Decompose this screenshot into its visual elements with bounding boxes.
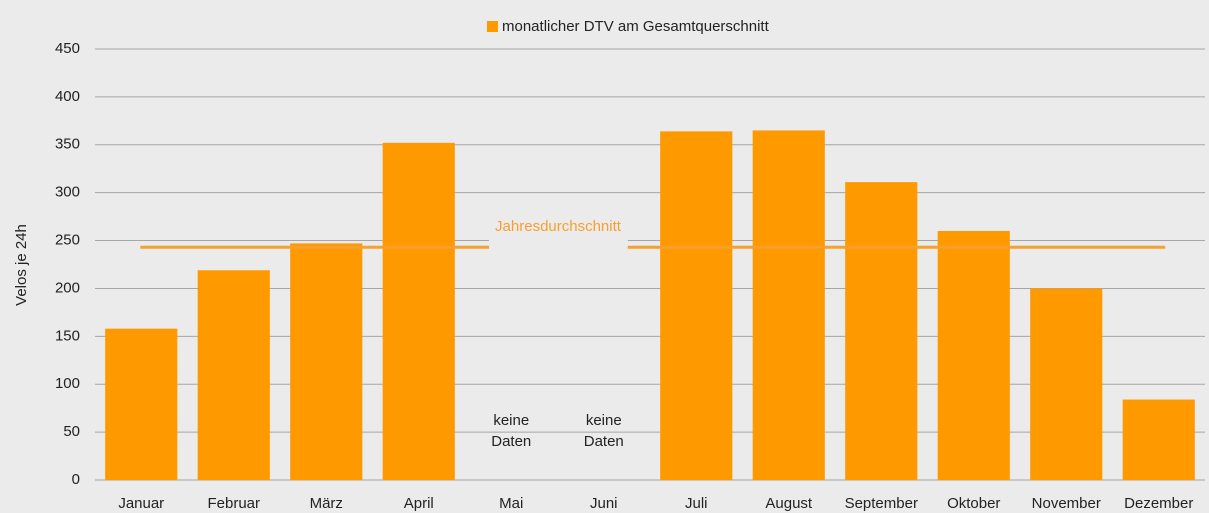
x-tick-label: Juli xyxy=(685,495,708,512)
bar xyxy=(937,230,1010,480)
annotation: Daten xyxy=(584,433,624,450)
y-axis-label: Velos je 24h xyxy=(13,224,30,306)
x-tick-label: März xyxy=(310,495,343,512)
legend-label: monatlicher DTV am Gesamtquerschnitt xyxy=(502,18,770,35)
x-tick-label: April xyxy=(404,495,434,512)
annotation: Daten xyxy=(491,433,531,450)
x-tick-label: August xyxy=(765,495,813,512)
y-tick-label: 0 xyxy=(72,471,80,488)
bar xyxy=(105,328,178,480)
bar xyxy=(197,270,270,480)
x-tick-label: Februar xyxy=(207,495,260,512)
bar xyxy=(660,131,733,480)
annotation: keine xyxy=(586,412,622,429)
x-tick-label: Januar xyxy=(118,495,164,512)
x-tick-label: Mai xyxy=(499,495,523,512)
x-tick-label: Juni xyxy=(590,495,618,512)
bar xyxy=(1122,399,1195,480)
reference-label: Jahresdurchschnitt xyxy=(495,218,622,235)
x-tick-label: Oktober xyxy=(947,495,1000,512)
y-tick-label: 250 xyxy=(55,232,80,249)
bar xyxy=(752,130,825,480)
x-tick-label: September xyxy=(845,495,918,512)
y-tick-label: 400 xyxy=(55,88,80,105)
y-tick-label: 50 xyxy=(63,423,80,440)
y-tick-label: 300 xyxy=(55,184,80,201)
bar xyxy=(845,182,918,480)
y-tick-label: 450 xyxy=(55,40,80,57)
annotation: keine xyxy=(493,412,529,429)
y-tick-label: 100 xyxy=(55,375,80,392)
y-tick-label: 150 xyxy=(55,327,80,344)
bar xyxy=(382,142,455,480)
legend-swatch xyxy=(487,21,498,32)
reference-label-bg xyxy=(489,214,628,250)
x-tick-label: November xyxy=(1032,495,1101,512)
x-tick-label: Dezember xyxy=(1124,495,1193,512)
y-tick-label: 350 xyxy=(55,136,80,153)
bar xyxy=(290,243,363,480)
y-tick-label: 200 xyxy=(55,279,80,296)
bar xyxy=(1030,288,1103,480)
